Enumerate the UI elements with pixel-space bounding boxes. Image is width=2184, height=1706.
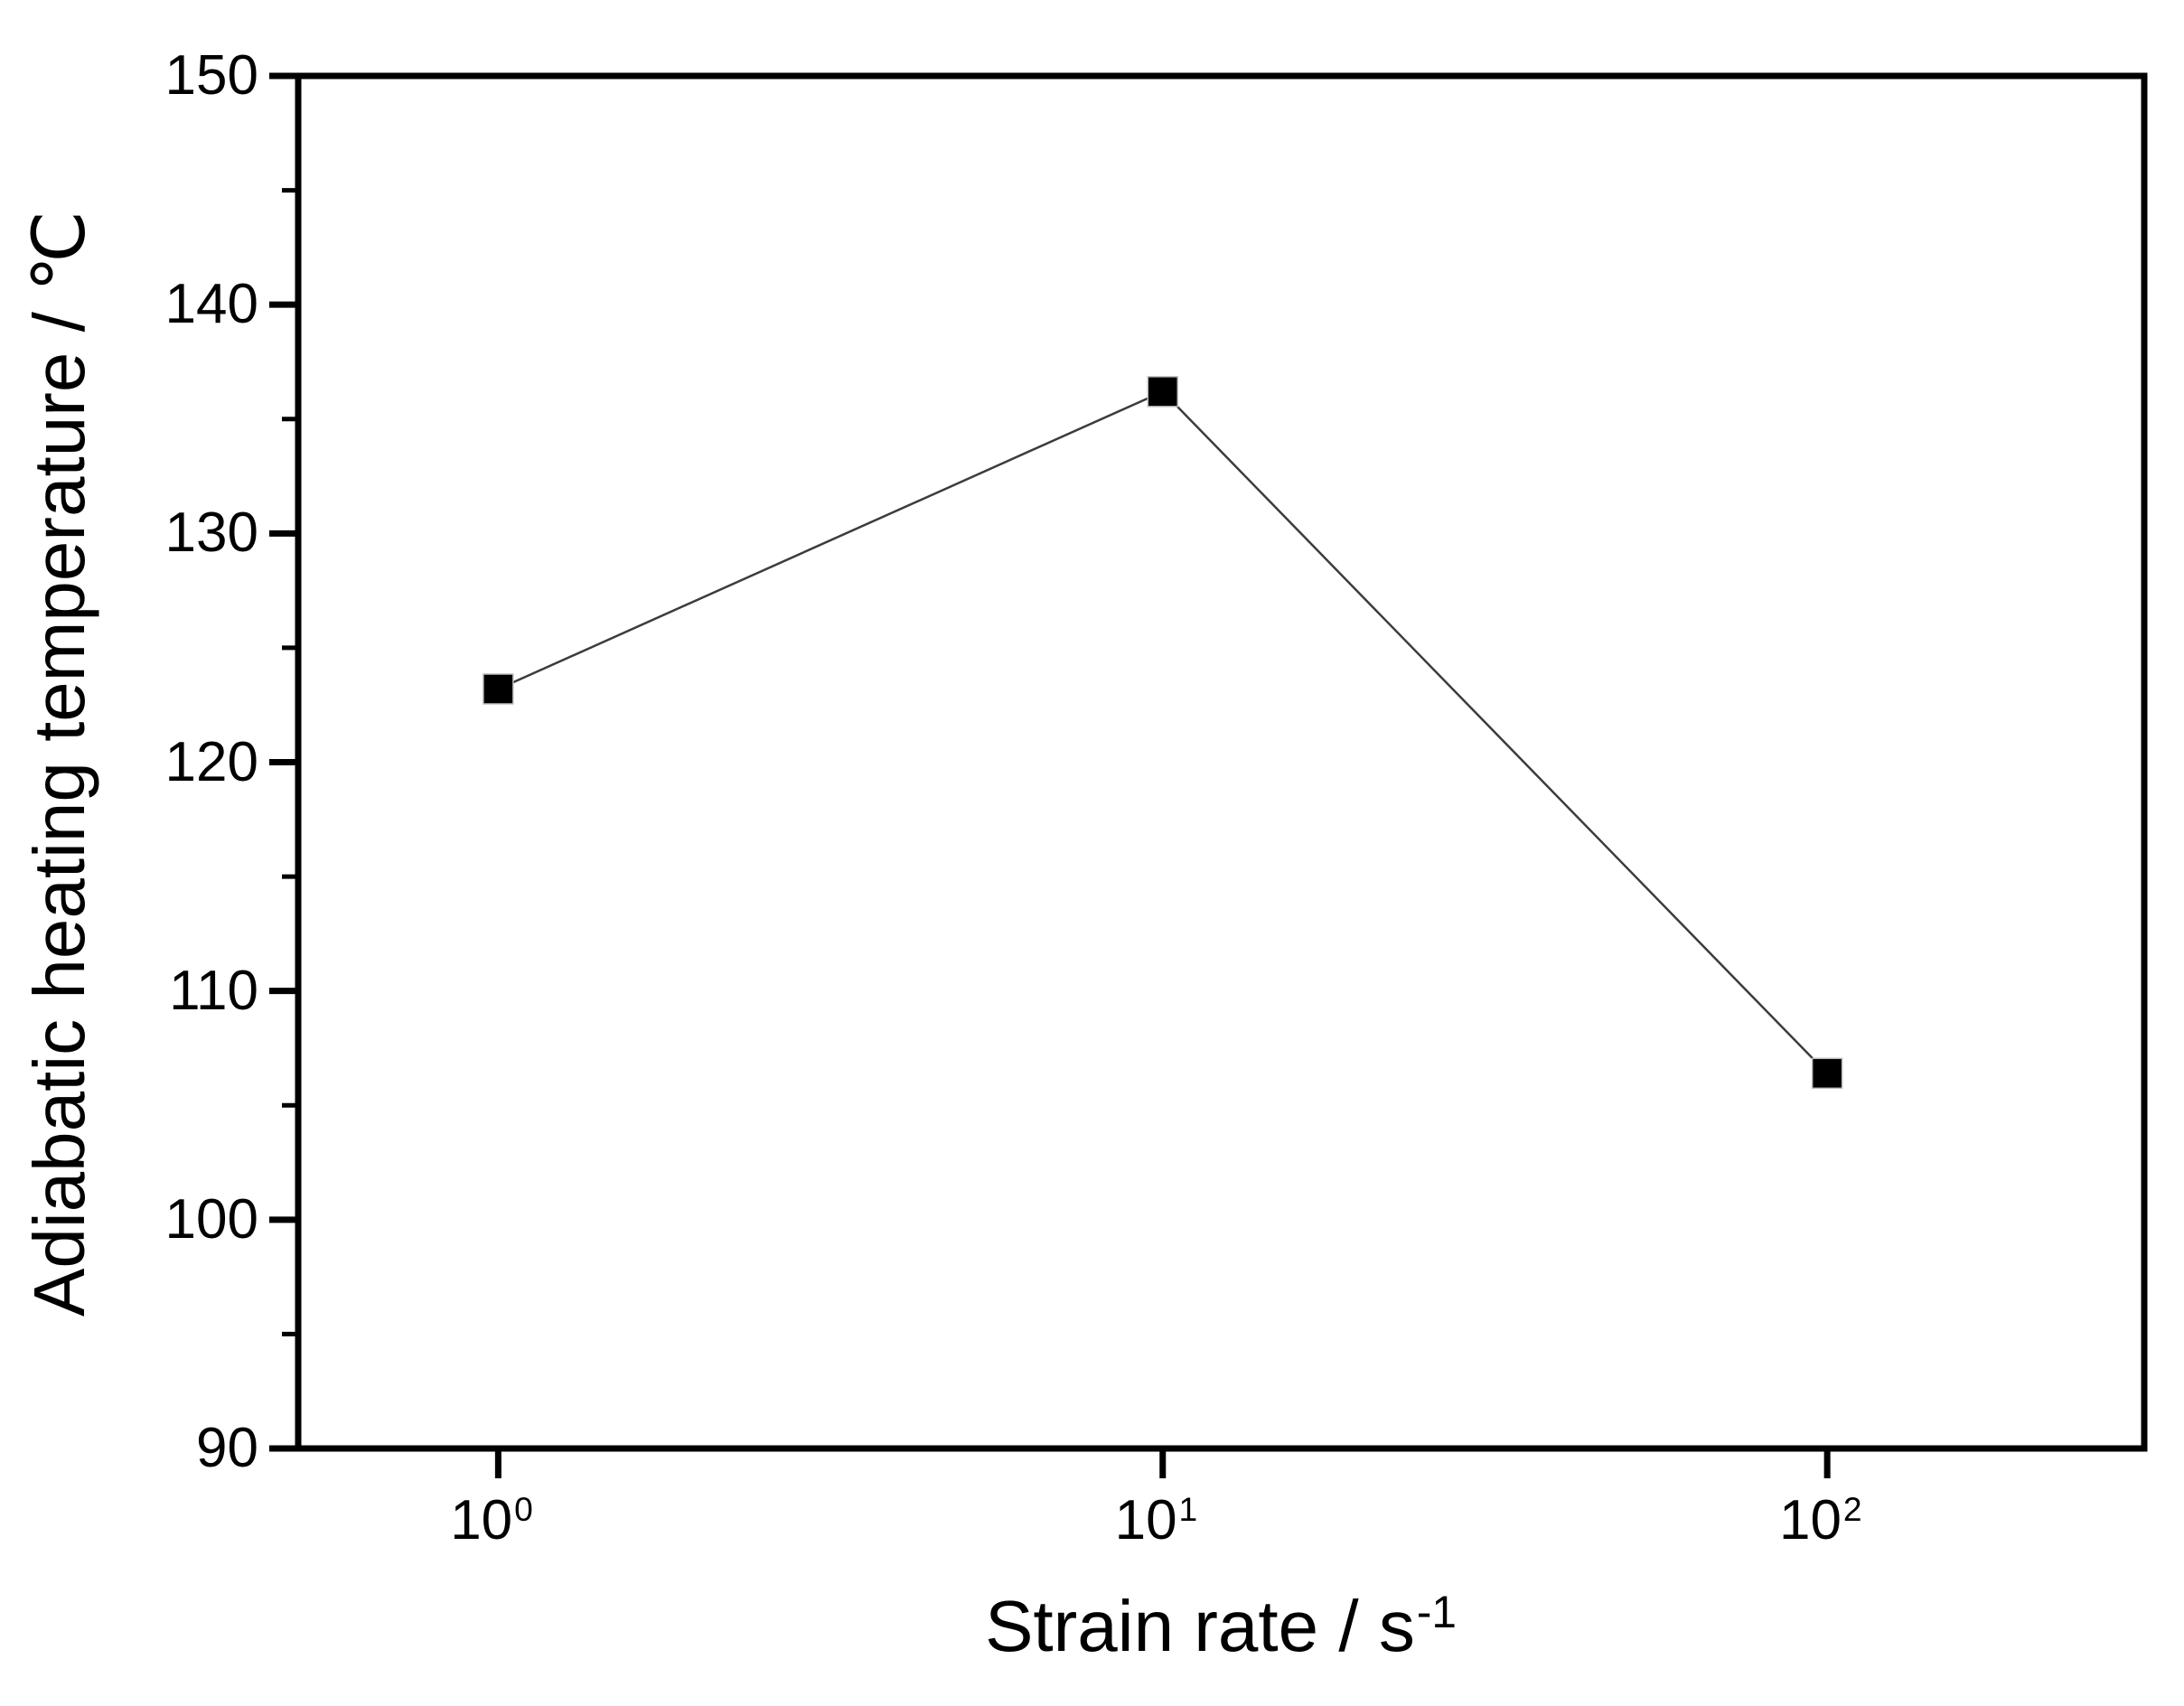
x-tick-exponent: 0: [514, 1489, 533, 1528]
y-tick-label: 120: [164, 730, 258, 793]
x-tick-base: 10: [1778, 1489, 1842, 1551]
x-axis-title-exponent: -1: [1416, 1587, 1457, 1638]
y-tick-label: 110: [169, 959, 258, 1022]
data-point-marker: [1811, 1057, 1843, 1090]
plot-frame: [295, 72, 2148, 1452]
y-tick-label: 150: [164, 44, 258, 107]
y-tick-label: 100: [164, 1187, 258, 1251]
x-tick-exponent: 1: [1178, 1489, 1198, 1528]
x-axis-title-text: Strain rate / s: [985, 1586, 1415, 1666]
x-tick-label: 100: [450, 1489, 533, 1559]
series-line: [497, 389, 1828, 1074]
y-tick-label: 130: [164, 501, 258, 565]
x-tick-base: 10: [450, 1489, 513, 1551]
x-tick-label: 102: [1779, 1489, 1862, 1559]
y-tick-label: 140: [164, 273, 258, 336]
x-axis-title: Strain rate / s-1: [985, 1583, 1457, 1679]
y-axis-title: Adiabatic heating temperature / ℃: [19, 211, 99, 1317]
data-point-marker: [1147, 376, 1179, 408]
x-tick-label: 101: [1115, 1489, 1198, 1559]
data-point-marker: [483, 673, 514, 705]
x-tick-base: 10: [1114, 1489, 1177, 1551]
x-tick-exponent: 2: [1842, 1489, 1862, 1528]
y-tick-label: 90: [196, 1417, 258, 1479]
